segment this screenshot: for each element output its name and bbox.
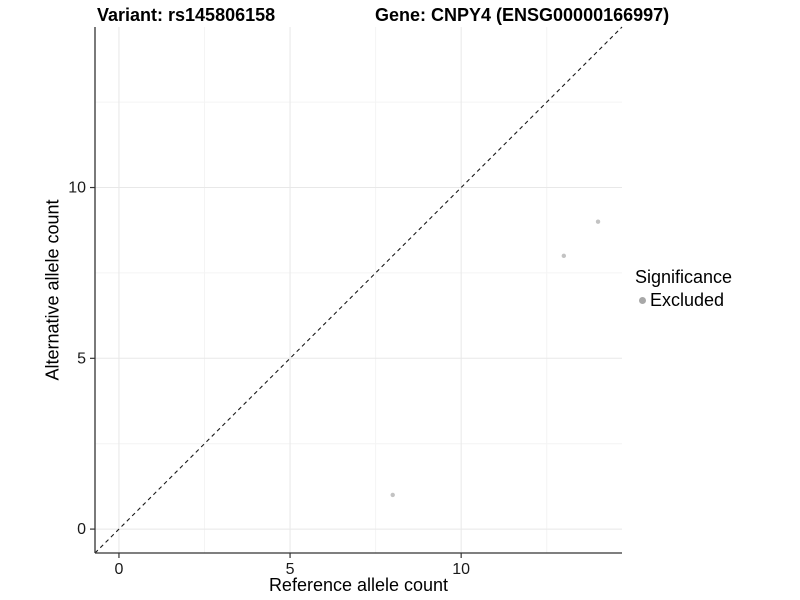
x-axis-title: Reference allele count bbox=[268, 575, 449, 595]
x-tick-label: 0 bbox=[115, 561, 124, 578]
plot-title-variant: Variant: rs145806158 bbox=[97, 5, 276, 25]
data-point bbox=[595, 219, 601, 224]
x-tick-label: 5 bbox=[286, 561, 295, 578]
x-tick-label: 10 bbox=[452, 561, 470, 578]
legend-entry-excluded: Excluded bbox=[635, 289, 732, 311]
identity-line bbox=[94, 26, 623, 554]
y-tick-label: 0 bbox=[77, 521, 86, 538]
data-point bbox=[561, 253, 567, 259]
plot-title-gene: Gene: CNPY4 (ENSG00000166997) bbox=[375, 5, 670, 25]
legend-title: Significance bbox=[635, 267, 733, 287]
y-tick-label: 10 bbox=[68, 180, 86, 197]
legend: Significance Excluded bbox=[635, 266, 732, 311]
y-axis-title: Alternative allele count bbox=[42, 199, 63, 381]
data-point bbox=[390, 492, 395, 498]
legend-point-icon bbox=[639, 296, 646, 304]
legend-entry-label: Excluded bbox=[650, 290, 725, 310]
y-tick-label: 5 bbox=[77, 350, 86, 367]
